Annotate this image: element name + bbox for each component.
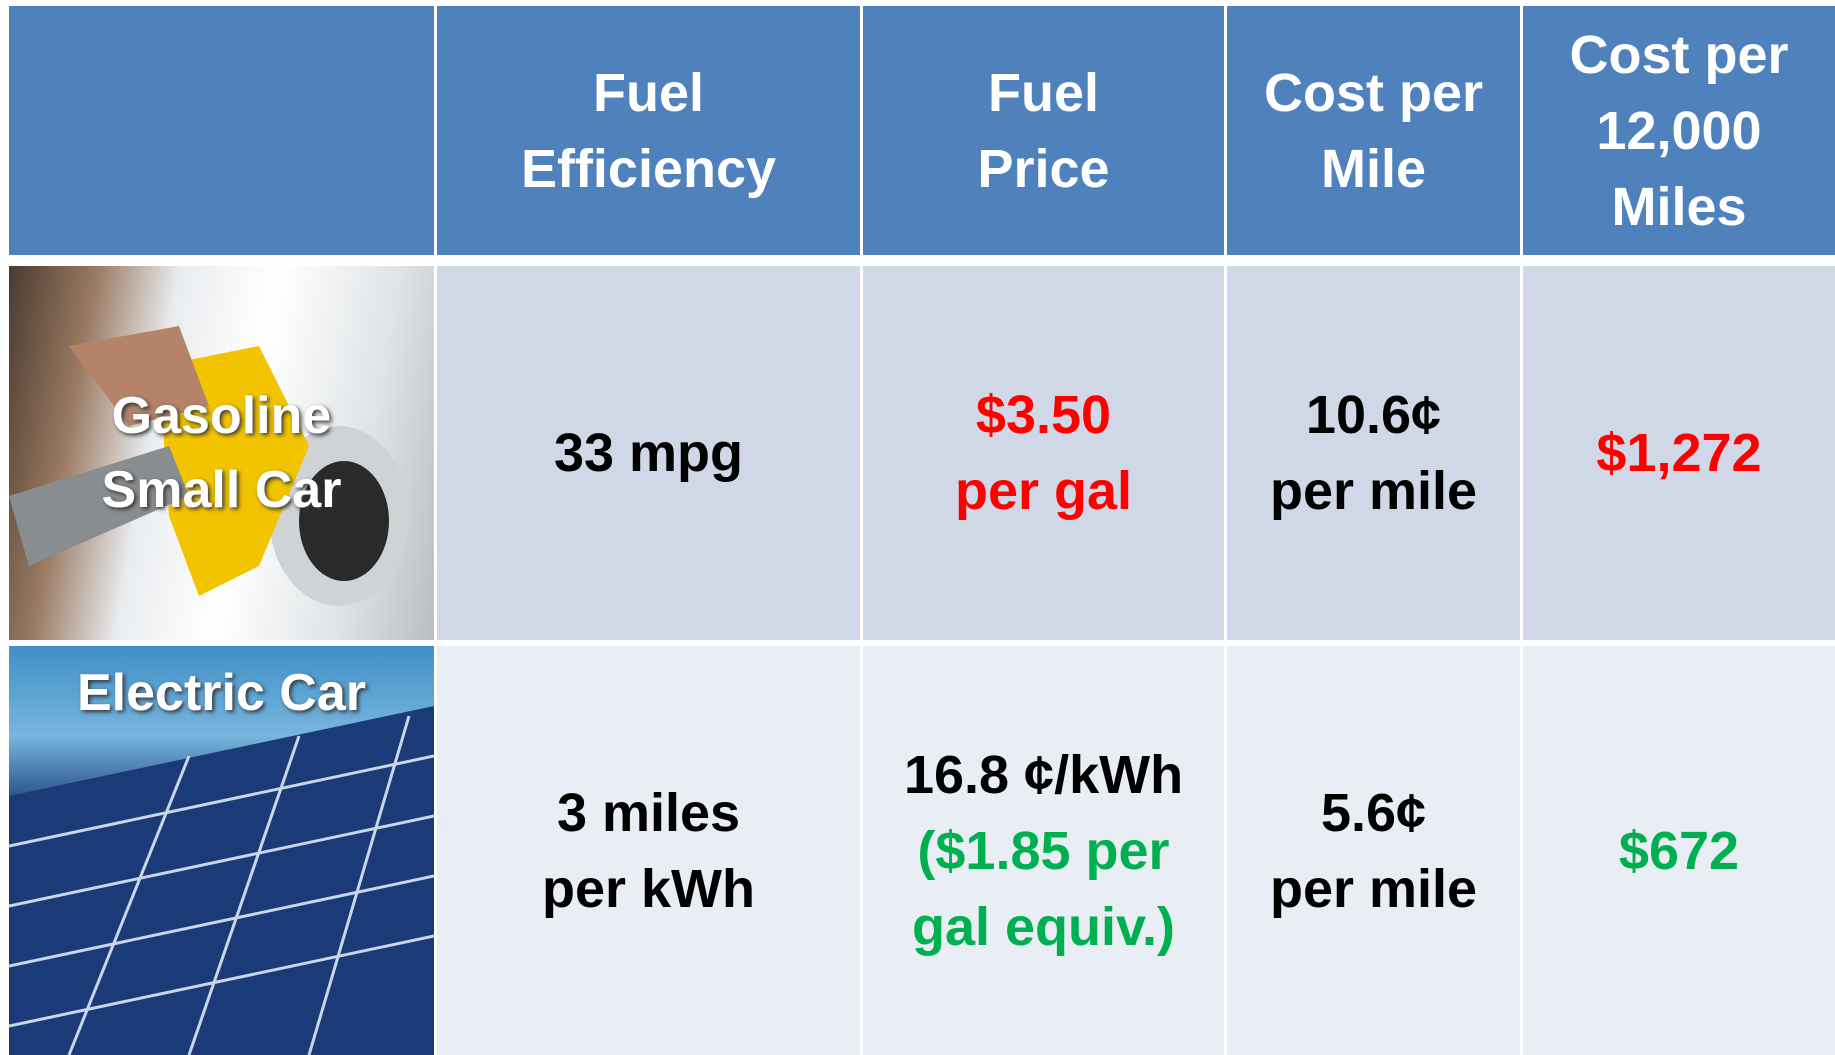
cell-text: 16.8 ¢/kWh (904, 737, 1183, 813)
row-label: Small Car (102, 453, 342, 527)
row-label: Gasoline (112, 379, 332, 453)
header-text: Price (977, 131, 1109, 207)
header-text: Miles (1611, 169, 1746, 245)
cell-text: per kWh (542, 851, 755, 927)
cell-text: $1,272 (1596, 415, 1761, 491)
cell-text: ($1.85 per (917, 813, 1169, 889)
cell-text: 10.6¢ (1306, 377, 1441, 453)
header-text: Cost per (1264, 55, 1483, 131)
cell-text: per mile (1270, 851, 1477, 927)
page: GasolineSmall Car Electric Car FuelEffic… (0, 0, 1835, 1055)
data-cell: 5.6¢per mile (1227, 646, 1520, 1055)
cell-text: gal equiv.) (912, 889, 1175, 965)
header-text: Cost per (1569, 17, 1788, 93)
header-text: Mile (1321, 131, 1426, 207)
cell-text: $672 (1619, 813, 1739, 889)
electric-image: Electric Car (9, 646, 434, 1055)
header-text: Fuel (988, 55, 1099, 131)
cell-text: per gal (955, 453, 1132, 529)
data-cell: $1,272 (1523, 266, 1835, 640)
row-label: Electric Car (77, 656, 366, 730)
cell-text: per mile (1270, 453, 1477, 529)
corner-cell (9, 6, 434, 255)
cell-text: 33 mpg (554, 415, 743, 491)
data-cell: 33 mpg (437, 266, 860, 640)
header-text: 12,000 (1596, 93, 1761, 169)
data-cell: 10.6¢per mile (1227, 266, 1520, 640)
cell-text: 3 miles (557, 775, 740, 851)
header-text: Efficiency (521, 131, 776, 207)
cell-text: $3.50 (976, 377, 1111, 453)
cell-text: 5.6¢ (1321, 775, 1426, 851)
data-cell: $672 (1523, 646, 1835, 1055)
header-text: Fuel (593, 55, 704, 131)
